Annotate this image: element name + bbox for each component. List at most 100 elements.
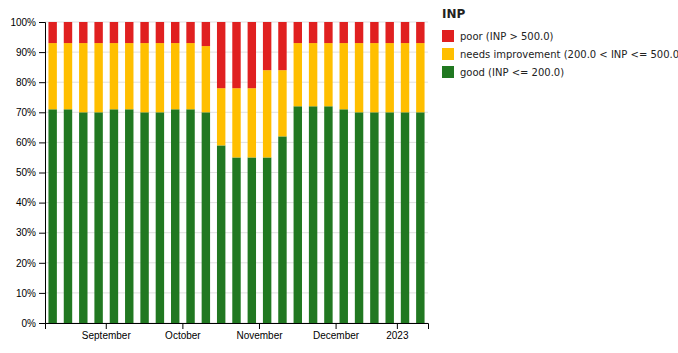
tick: 100%	[10, 17, 45, 28]
bar	[140, 43, 148, 112]
bar	[125, 43, 133, 109]
legend-label: needs improvement (200.0 < INP <= 500.0)	[460, 49, 678, 60]
tick: December	[313, 323, 360, 341]
tick-label: 2023	[386, 330, 409, 341]
legend-entry: good (INP <= 200.0)	[442, 66, 564, 78]
tick-mark	[39, 293, 45, 294]
tick: 40%	[16, 197, 45, 208]
tick-mark	[39, 203, 45, 204]
tick-mark	[39, 22, 45, 23]
bar	[232, 22, 240, 88]
bar	[370, 43, 378, 112]
bar	[309, 106, 317, 323]
bar	[202, 22, 210, 46]
bar	[171, 22, 179, 43]
tick-label: 40%	[16, 197, 36, 208]
tick: 80%	[16, 77, 45, 88]
bar	[79, 112, 87, 323]
tick: 70%	[16, 107, 45, 118]
bar	[416, 43, 424, 112]
tick-mark	[39, 233, 45, 234]
bar	[64, 109, 72, 323]
bar	[48, 22, 56, 43]
tick-label: 0%	[22, 318, 37, 329]
bar	[217, 145, 225, 323]
tick-mark	[39, 112, 45, 113]
legend-entry: poor (INP > 500.0)	[442, 30, 554, 42]
bar	[232, 157, 240, 323]
bar	[48, 109, 56, 323]
bar	[64, 22, 72, 43]
bar	[202, 112, 210, 323]
chart: 0% 10% 20% 30% 40% 50% 60% 70% 80% 90% 100% Septemb…	[0, 0, 678, 353]
bar	[171, 43, 179, 109]
plot: 0% 10% 20% 30% 40% 50% 60% 70% 80% 90% 100% Septemb…	[10, 17, 428, 341]
bar	[294, 22, 302, 43]
tick-mark	[397, 323, 398, 329]
axis-line	[39, 23, 46, 324]
tick: 2023	[386, 323, 409, 341]
bar	[156, 43, 164, 112]
bar	[385, 22, 393, 43]
tick-label: 10%	[16, 288, 36, 299]
bar	[79, 22, 87, 43]
bar	[64, 43, 72, 109]
legend-label: good (INP <= 200.0)	[460, 67, 564, 78]
bar	[110, 43, 118, 109]
bar	[401, 43, 409, 112]
bar	[263, 22, 271, 70]
tick: 50%	[16, 167, 45, 178]
tick: 90%	[16, 47, 45, 58]
bars	[48, 22, 424, 323]
series	[48, 22, 424, 88]
tick: 60%	[16, 137, 45, 148]
bar	[232, 88, 240, 157]
bar	[202, 46, 210, 112]
tick: 30%	[16, 227, 45, 238]
bar	[309, 22, 317, 43]
tick-mark	[336, 323, 337, 329]
bar	[156, 112, 164, 323]
tick-label: November	[236, 330, 283, 341]
tick: September	[82, 323, 132, 341]
bar	[370, 112, 378, 323]
tick-mark	[106, 323, 107, 329]
bar	[324, 106, 332, 323]
tick-label: 20%	[16, 258, 36, 269]
legend-entry: needs improvement (200.0 < INP <= 500.0)	[442, 48, 678, 60]
bar	[401, 112, 409, 323]
tick-label: 60%	[16, 137, 36, 148]
legend-title: INP	[442, 7, 466, 21]
bar	[385, 43, 393, 112]
y-axis: 0% 10% 20% 30% 40% 50% 60% 70% 80% 90% 100%	[10, 17, 45, 329]
bar	[324, 22, 332, 43]
bar	[248, 22, 256, 88]
bar	[140, 112, 148, 323]
bar	[110, 22, 118, 43]
tick: October	[165, 323, 201, 341]
bar	[263, 157, 271, 323]
legend-swatch	[442, 30, 454, 42]
tick-label: 70%	[16, 107, 36, 118]
bar	[416, 112, 424, 323]
tick-label: December	[313, 330, 360, 341]
bar	[94, 22, 102, 43]
legend-label: poor (INP > 500.0)	[460, 31, 554, 42]
legend-swatch	[442, 48, 454, 60]
bar	[401, 22, 409, 43]
bar	[217, 88, 225, 145]
bar	[355, 43, 363, 112]
tick: 0%	[22, 318, 45, 329]
tick-label: 30%	[16, 227, 36, 238]
bar	[248, 88, 256, 157]
bar	[48, 43, 56, 109]
tick-mark	[39, 173, 45, 174]
tick-label: 100%	[10, 17, 36, 28]
bar	[355, 112, 363, 323]
bar	[171, 109, 179, 323]
bar	[385, 112, 393, 323]
bar	[156, 22, 164, 43]
bar	[186, 43, 194, 109]
bar	[278, 22, 286, 70]
bar	[248, 157, 256, 323]
